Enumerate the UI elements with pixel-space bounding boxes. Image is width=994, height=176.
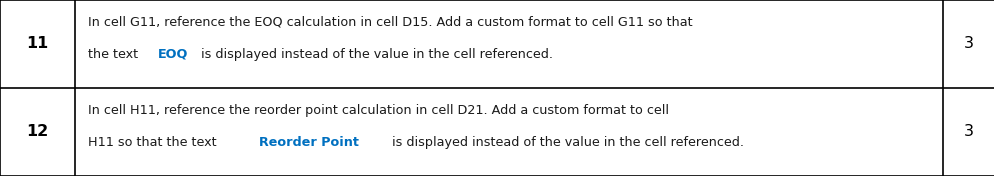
Text: is displayed instead of the value in the cell referenced.: is displayed instead of the value in the… <box>388 136 743 149</box>
Text: 3: 3 <box>963 124 973 140</box>
Text: is displayed instead of the value in the cell referenced.: is displayed instead of the value in the… <box>197 48 552 61</box>
Text: EOQ: EOQ <box>157 48 188 61</box>
Text: 11: 11 <box>26 36 49 52</box>
Text: In cell G11, reference the EOQ calculation in cell D15. Add a custom format to c: In cell G11, reference the EOQ calculati… <box>87 16 692 29</box>
Text: H11 so that the text: H11 so that the text <box>87 136 220 149</box>
Text: 3: 3 <box>963 36 973 52</box>
Text: 12: 12 <box>26 124 49 140</box>
Text: the text: the text <box>87 48 141 61</box>
Text: Reorder Point: Reorder Point <box>258 136 358 149</box>
Text: In cell H11, reference the reorder point calculation in cell D21. Add a custom f: In cell H11, reference the reorder point… <box>87 104 668 117</box>
